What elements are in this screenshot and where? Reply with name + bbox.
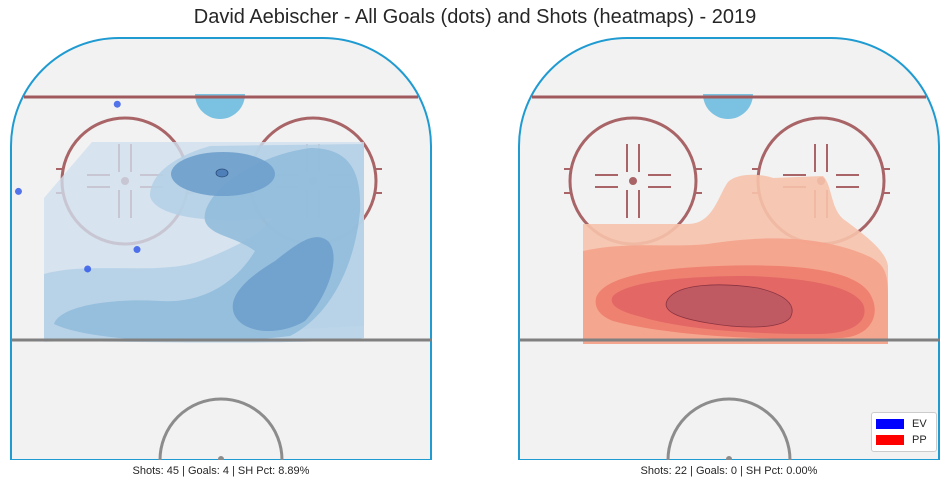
goal-dot xyxy=(133,246,141,254)
center-circle xyxy=(666,397,792,460)
legend-swatch-ev xyxy=(876,419,904,429)
goal-dot xyxy=(14,187,22,195)
left-rink xyxy=(10,37,432,460)
ev-goals xyxy=(14,100,141,273)
ev-heat-level-4 xyxy=(232,237,334,332)
left-caption: Shots: 45 | Goals: 4 | SH Pct: 8.89% xyxy=(132,465,310,477)
legend-swatch-pp xyxy=(876,435,904,445)
faceoff-circle-left xyxy=(564,116,702,246)
pp-heat-level-5 xyxy=(665,284,793,328)
legend: EV PP xyxy=(871,412,937,452)
right-caption: Shots: 22 | Goals: 0 | SH Pct: 0.00% xyxy=(640,465,818,477)
legend-label-pp: PP xyxy=(912,434,927,446)
crease xyxy=(195,94,245,119)
right-rink xyxy=(518,37,940,460)
center-dot xyxy=(218,456,224,460)
ev-heatmap xyxy=(44,142,364,343)
goal-dot xyxy=(113,100,121,108)
ev-heat-level-5 xyxy=(215,168,229,178)
chart-title: David Aebischer - All Goals (dots) and S… xyxy=(193,6,757,28)
center-dot xyxy=(726,456,732,460)
goal-dot xyxy=(84,265,92,273)
legend-label-ev: EV xyxy=(912,418,927,430)
center-circle xyxy=(158,397,284,460)
pp-heatmap xyxy=(583,174,888,344)
crease xyxy=(703,94,753,119)
